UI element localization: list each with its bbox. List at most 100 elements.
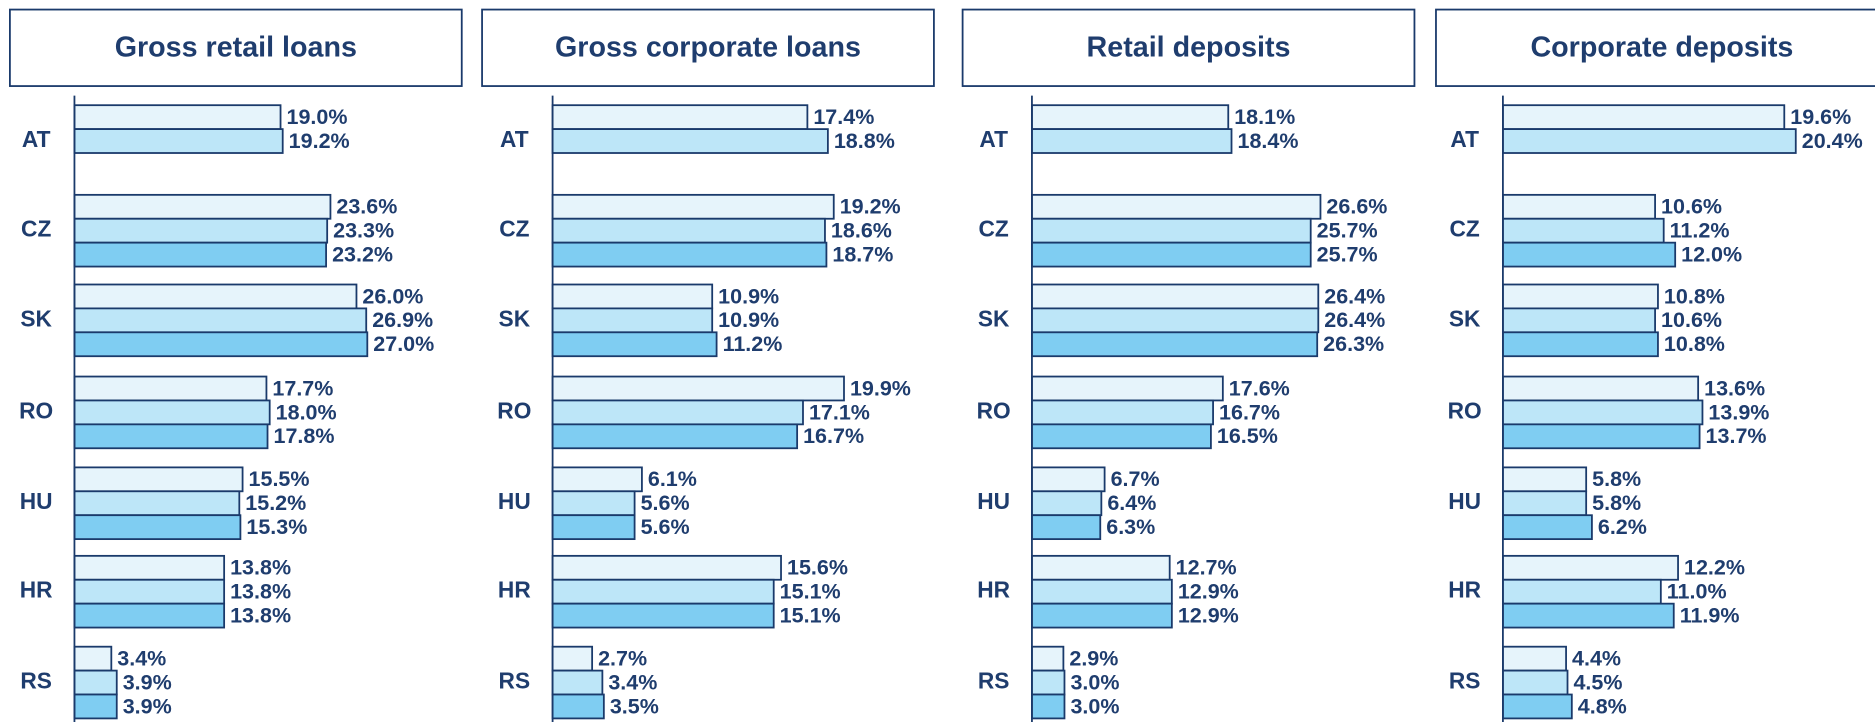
category-label: HU xyxy=(498,488,531,514)
bar xyxy=(1031,466,1106,493)
value-label: 10.9% xyxy=(718,308,779,332)
header-box xyxy=(961,8,1416,87)
value-label: 20.4% xyxy=(1802,129,1863,153)
bar xyxy=(551,693,605,720)
bar xyxy=(551,193,835,220)
bar xyxy=(1502,669,1569,696)
value-label: 13.7% xyxy=(1706,424,1767,448)
bar xyxy=(1031,241,1312,268)
bar xyxy=(1502,307,1656,334)
bar xyxy=(1031,514,1102,541)
bar xyxy=(1502,283,1659,310)
value-label: 11.0% xyxy=(1667,580,1727,604)
bar xyxy=(1502,514,1593,541)
category-label: SK xyxy=(20,305,52,331)
value-label: 6.2% xyxy=(1598,515,1647,539)
category-label: HR xyxy=(20,577,53,603)
bar xyxy=(551,217,826,244)
value-label: 19.9% xyxy=(850,376,911,400)
bar xyxy=(551,514,636,541)
bar xyxy=(73,514,242,541)
chart-title: Gross retail loans xyxy=(115,32,357,64)
bar xyxy=(551,128,829,154)
value-label: 3.0% xyxy=(1070,670,1119,694)
bar xyxy=(1502,554,1679,581)
value-label: 3.4% xyxy=(117,647,166,671)
value-label: 26.6% xyxy=(1326,195,1387,219)
category-label: SK xyxy=(978,305,1010,331)
bar xyxy=(73,331,369,358)
category-label: AT xyxy=(500,126,529,152)
chart-title: Corporate deposits xyxy=(1530,32,1793,64)
value-label: 17.4% xyxy=(813,105,874,129)
value-label: 15.3% xyxy=(246,515,307,539)
value-label: 13.9% xyxy=(1708,400,1769,424)
value-label: 18.6% xyxy=(831,219,892,243)
category-label: AT xyxy=(22,126,51,152)
bar xyxy=(73,554,226,581)
header-box xyxy=(481,8,935,87)
value-label: 13.8% xyxy=(230,556,291,580)
category-label: SK xyxy=(1449,305,1481,331)
value-label: 12.2% xyxy=(1684,556,1745,580)
value-label: 19.2% xyxy=(840,195,901,219)
value-label: 25.7% xyxy=(1317,219,1378,243)
bar xyxy=(1502,193,1656,220)
value-label: 3.4% xyxy=(608,670,657,694)
value-label: 5.6% xyxy=(641,491,690,515)
bar xyxy=(551,283,714,310)
bar xyxy=(73,423,269,450)
bar xyxy=(551,466,643,493)
category-label: HU xyxy=(1448,488,1481,514)
value-label: 13.8% xyxy=(230,580,291,604)
value-label: 15.1% xyxy=(780,580,841,604)
bar xyxy=(1031,423,1212,450)
bar xyxy=(551,423,799,450)
bar xyxy=(73,283,358,310)
bar xyxy=(1502,602,1675,629)
category-label: RO xyxy=(1448,397,1482,423)
bar xyxy=(1502,423,1701,450)
value-label: 11.2% xyxy=(723,332,783,356)
category-label: CZ xyxy=(1450,216,1480,242)
value-label: 17.7% xyxy=(272,376,333,400)
chart-title: Retail deposits xyxy=(1087,32,1291,64)
bar xyxy=(1502,241,1677,268)
bar xyxy=(73,602,226,629)
value-label: 26.3% xyxy=(1323,332,1384,356)
bar xyxy=(1031,399,1214,426)
category-label: RO xyxy=(19,397,53,423)
value-label: 6.1% xyxy=(648,467,697,491)
category-label: CZ xyxy=(21,216,51,242)
value-label: 18.0% xyxy=(276,400,337,424)
value-label: 19.2% xyxy=(289,129,350,153)
value-label: 4.4% xyxy=(1572,647,1621,671)
header-box xyxy=(1435,8,1875,87)
bar xyxy=(1502,578,1662,605)
value-label: 5.8% xyxy=(1592,491,1641,515)
value-label: 12.9% xyxy=(1178,603,1239,627)
value-label: 12.9% xyxy=(1178,580,1239,604)
value-label: 2.9% xyxy=(1069,647,1118,671)
bar xyxy=(73,307,368,334)
bar xyxy=(73,645,113,672)
value-label: 13.8% xyxy=(230,603,291,627)
bar xyxy=(73,490,241,517)
bar xyxy=(73,466,244,493)
category-label: AT xyxy=(1450,126,1479,152)
category-label: HU xyxy=(977,488,1010,514)
bar xyxy=(73,669,118,696)
bar xyxy=(1031,602,1173,629)
value-label: 10.8% xyxy=(1664,332,1725,356)
bar xyxy=(1031,283,1320,310)
category-label: RS xyxy=(978,668,1010,694)
value-label: 25.7% xyxy=(1317,242,1378,266)
value-label: 12.0% xyxy=(1681,242,1742,266)
bar xyxy=(1031,490,1103,517)
bar xyxy=(73,128,284,154)
category-label: CZ xyxy=(499,216,529,242)
chart-title: Gross corporate loans xyxy=(555,32,861,64)
category-label: AT xyxy=(979,126,1008,152)
